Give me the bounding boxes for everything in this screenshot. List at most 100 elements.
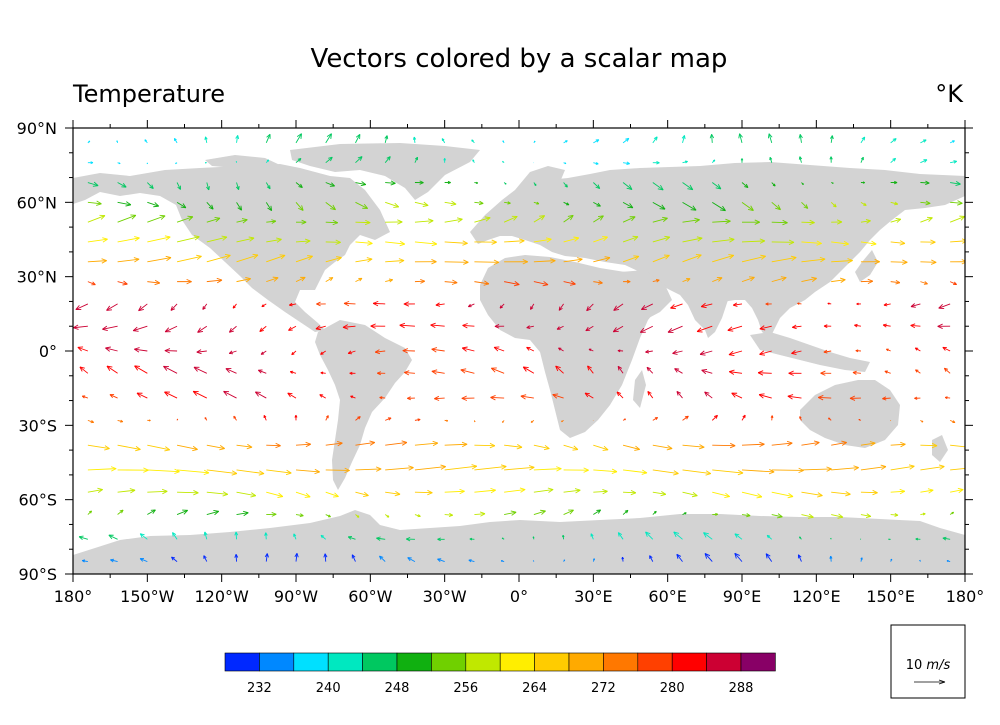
wind-vector	[652, 182, 664, 191]
wind-vector-head	[791, 349, 797, 355]
wind-vector	[259, 325, 267, 332]
wind-vector-head	[818, 395, 824, 401]
wind-vector	[295, 202, 304, 211]
wind-vector-head	[357, 156, 363, 161]
wind-vector	[325, 156, 333, 164]
wind-vector	[491, 367, 505, 374]
wind-vector	[503, 215, 518, 223]
wind-vector	[236, 219, 248, 223]
wind-vector	[526, 325, 534, 329]
wind-vector	[385, 491, 401, 495]
wind-vector	[758, 372, 772, 374]
wind-vector	[176, 444, 198, 450]
wind-vector-head	[493, 346, 500, 352]
wind-vector-head	[461, 346, 468, 352]
wind-vector-head	[922, 512, 926, 516]
wind-vector-head	[829, 555, 833, 559]
wind-vector-head	[330, 204, 336, 211]
wind-vector-head	[344, 467, 350, 474]
wind-vector-head	[165, 255, 172, 262]
wind-vector	[197, 325, 208, 333]
wind-vector	[176, 216, 194, 223]
wind-vector	[942, 537, 951, 540]
wind-vector-head	[237, 205, 243, 211]
wind-vector-head	[530, 420, 533, 423]
wind-vector-head	[770, 415, 774, 418]
wind-vector-head	[686, 278, 691, 282]
wind-vector-head	[561, 420, 563, 423]
wind-vector	[741, 491, 763, 498]
wind-vector-head	[73, 324, 79, 330]
wind-vector	[384, 135, 388, 143]
wind-vector-head	[375, 466, 382, 472]
land-australia	[800, 380, 900, 448]
wind-vector-head	[163, 365, 169, 371]
wind-vector	[584, 392, 594, 399]
wind-vector-head	[204, 161, 207, 164]
wind-vector	[890, 490, 905, 493]
wind-vector	[236, 469, 265, 475]
wind-vector-head	[272, 276, 279, 282]
wind-vector-head	[526, 346, 531, 351]
wind-vector-head	[787, 394, 794, 400]
wind-vector	[266, 238, 282, 243]
wind-vector	[385, 241, 405, 245]
wind-vector	[920, 281, 928, 285]
wind-vector-head	[720, 205, 726, 212]
wind-vector	[712, 469, 744, 474]
wind-vector	[771, 201, 781, 211]
wind-vector	[325, 133, 332, 144]
wind-vector-head	[102, 325, 108, 331]
colorbar-box	[740, 652, 776, 672]
wind-vector-head	[938, 303, 945, 309]
wind-vector	[944, 367, 951, 374]
wind-vector-head	[242, 510, 249, 517]
wind-vector-head	[177, 185, 182, 190]
wind-vector	[379, 555, 386, 562]
wind-vector-head	[659, 204, 666, 210]
wind-vector	[460, 369, 475, 374]
wind-vector	[266, 220, 276, 223]
wind-vector-head	[946, 559, 949, 563]
wind-vector-head	[888, 538, 890, 541]
wind-vector-head	[471, 464, 478, 470]
wind-vector-head	[336, 256, 342, 262]
wind-vector	[652, 279, 660, 283]
wind-vector-head	[938, 464, 945, 470]
wind-vector	[883, 324, 891, 327]
wind-vector	[682, 182, 694, 191]
wind-vector-head	[673, 531, 680, 538]
wind-vector-head	[539, 215, 546, 221]
wind-vector-head	[626, 279, 631, 284]
wind-vector-head	[264, 553, 269, 558]
wind-vector-head	[747, 205, 754, 211]
wind-vector-head	[819, 256, 826, 263]
wind-vector	[942, 346, 951, 352]
wind-vector-head	[447, 180, 451, 185]
wind-vector	[623, 162, 630, 165]
wind-vector-head	[836, 219, 843, 225]
wind-vector-head	[942, 346, 947, 351]
wind-vector-head	[843, 240, 849, 247]
wind-vector-head	[102, 237, 108, 243]
wind-vector-head	[765, 302, 769, 306]
wind-vector-head	[99, 214, 106, 220]
wind-vector	[462, 347, 475, 352]
wind-vector-head	[171, 556, 176, 561]
wind-vector-head	[861, 136, 866, 141]
wind-vector	[593, 509, 601, 515]
wind-vector-head	[667, 327, 674, 333]
wind-vector	[623, 469, 648, 474]
wind-vector-head	[655, 279, 660, 283]
wind-vector-head	[363, 491, 369, 497]
wind-vector-head	[853, 465, 859, 471]
wind-vector	[325, 277, 334, 283]
wind-vector-head	[304, 492, 311, 498]
wind-vector-head	[293, 533, 297, 537]
wind-vector	[533, 468, 562, 471]
wind-vector	[617, 366, 624, 374]
wind-vector-head	[725, 218, 731, 225]
wind-vector	[236, 278, 251, 283]
wind-vector-head	[874, 259, 880, 265]
wind-vector-head	[922, 139, 927, 143]
